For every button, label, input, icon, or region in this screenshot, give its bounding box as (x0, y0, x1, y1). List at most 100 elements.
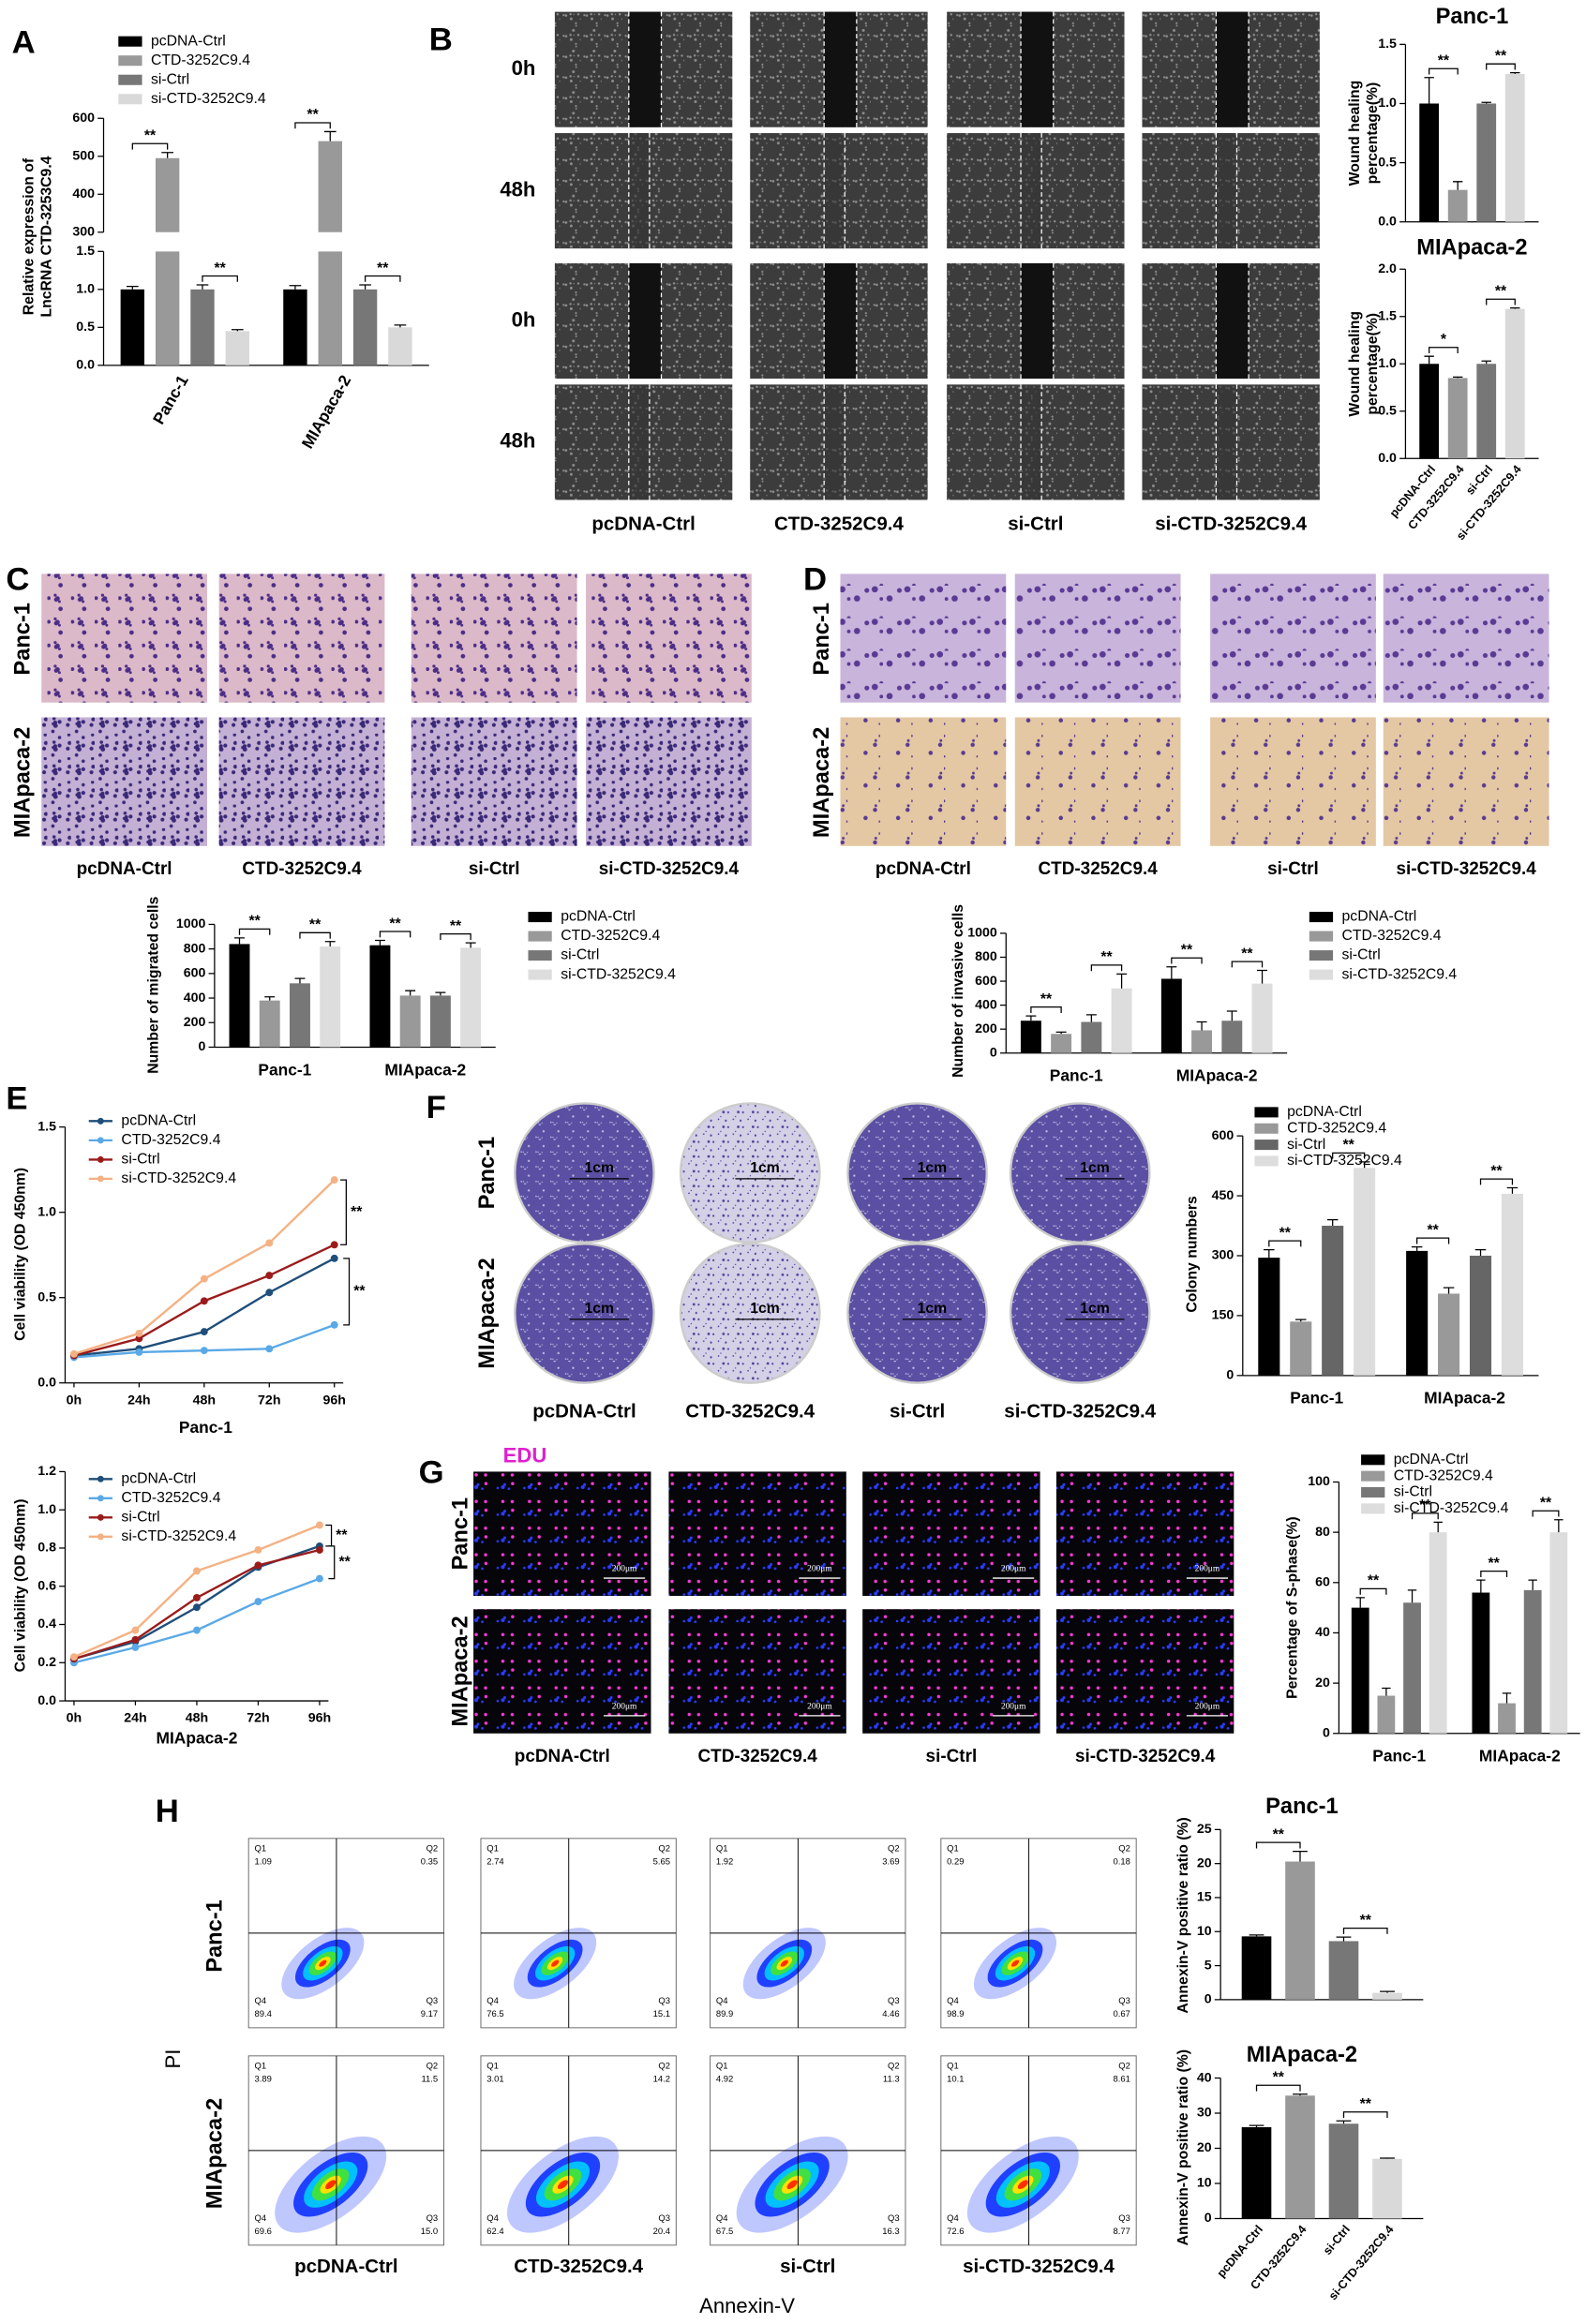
significance-bracket (1231, 961, 1264, 968)
chart-title: MIApaca-2 (1416, 235, 1527, 260)
quadrant-value: 4.92 (716, 2075, 733, 2085)
legend-label: pcDNA-Ctrl (121, 1470, 196, 1486)
error-bar (1452, 181, 1463, 190)
line (73, 1179, 336, 1355)
error-bar (1226, 1010, 1237, 1021)
quadrant-name: Q4 (716, 1996, 728, 2006)
column-label: si-Ctrl (1008, 514, 1063, 535)
quadrant-name: Q3 (1118, 1996, 1130, 2006)
row-label: MIApaca-2 (810, 727, 834, 838)
quadrant-value: 89.4 (254, 2009, 271, 2019)
y-tick-label: 600 (72, 111, 95, 126)
significance-label: ** (1273, 2070, 1285, 2086)
column-label: pcDNA-Ctrl (875, 859, 971, 879)
bar (1501, 1193, 1523, 1376)
y-tick-label: 1.0 (76, 282, 95, 297)
significance-bracket (328, 1545, 336, 1580)
wound-gap (824, 11, 857, 127)
scale-label: 200μm (807, 1565, 832, 1574)
quadrant-value: 20.4 (653, 2227, 670, 2237)
significance-label: ** (1360, 2096, 1372, 2112)
panel-letter: A (12, 25, 36, 61)
wound-gap (628, 384, 650, 500)
legend-swatch (118, 36, 142, 47)
error-bar (161, 152, 173, 158)
panel-letter: E (6, 1080, 27, 1116)
cell-image (218, 574, 385, 703)
legend-marker (97, 1475, 104, 1482)
y-tick-label: 60 (1315, 1575, 1330, 1590)
row-label: Panc-1 (11, 603, 36, 676)
bar (1258, 1258, 1280, 1376)
legend-marker (97, 1137, 104, 1144)
bar (155, 157, 180, 365)
y-tick-label: 150 (1212, 1308, 1234, 1323)
scale-label: 1cm (750, 1301, 780, 1317)
bar (1469, 1255, 1492, 1376)
bar (1241, 2127, 1272, 2219)
y-tick-label: 0.0 (76, 358, 95, 373)
y-tick-label: 800 (184, 941, 206, 956)
quadrant-name: Q1 (716, 2061, 728, 2071)
flow-density (557, 2180, 569, 2190)
point (135, 1329, 143, 1337)
y-tick-label: 0 (199, 1039, 206, 1054)
quadrant-name: Q1 (486, 2061, 499, 2071)
legend-swatch (528, 950, 552, 961)
error-bar (1481, 101, 1491, 104)
row-label: Panc-1 (449, 1497, 473, 1571)
column-label: si-Ctrl (1267, 859, 1319, 879)
x-tick-label: Panc-1 (149, 371, 192, 427)
error-bar (1257, 969, 1268, 984)
error-bar (1249, 1934, 1264, 1937)
y-tick-label: 500 (72, 149, 95, 164)
significance-bracket (1030, 1006, 1062, 1013)
point (265, 1289, 274, 1297)
quadrant-value: 69.6 (254, 2227, 271, 2237)
significance-label: ** (1100, 949, 1113, 965)
legend-label: si-CTD-3252C9.4 (561, 966, 676, 982)
cell-image (1014, 717, 1181, 846)
y-axis-label: Annexin-V positive ratio (%) (1175, 1817, 1191, 2013)
x-tick-label: 72h (258, 1393, 280, 1408)
error-bar (1476, 1579, 1486, 1593)
legend-swatch (118, 94, 142, 105)
column-label: CTD-3252C9.4 (514, 2256, 643, 2277)
quadrant-value: 1.09 (254, 1857, 271, 1868)
significance-bracket (1342, 1927, 1388, 1934)
bar (1081, 1021, 1102, 1053)
bar (1472, 1592, 1490, 1734)
bar (1160, 978, 1182, 1053)
edu-image (862, 1609, 1040, 1734)
legend-label: si-CTD-3252C9.4 (121, 1528, 236, 1544)
error-bar (234, 937, 245, 945)
bar (1438, 1293, 1460, 1376)
x-tick-label: 24h (127, 1393, 150, 1408)
scale-label: 1cm (1080, 1301, 1110, 1317)
quadrant-name: Q1 (947, 1843, 959, 1854)
legend-swatch (1309, 969, 1334, 980)
colony-dish (679, 1102, 821, 1244)
bar (1322, 1226, 1344, 1376)
scale-label: 1cm (918, 1301, 948, 1317)
bar (1285, 1861, 1315, 2000)
error-bar (1474, 1248, 1487, 1256)
error-bar (1382, 1687, 1391, 1696)
x-tick-label: Panc-1 (258, 1060, 311, 1079)
bar (1285, 2095, 1315, 2219)
column-label: CTD-3252C9.4 (774, 514, 904, 535)
quadrant-name: Q4 (254, 1996, 266, 2006)
x-tick-label: 0h (67, 1711, 82, 1726)
point (330, 1320, 338, 1329)
y-tick-label: 0.5 (1378, 155, 1397, 170)
significance-label: ** (351, 1204, 363, 1220)
quadrant-name: Q3 (426, 1996, 439, 2006)
column-label: si-Ctrl (780, 2256, 835, 2277)
error-bar (1196, 1020, 1207, 1031)
y-tick-label: 0 (1204, 1992, 1212, 2007)
error-bar (1380, 1990, 1395, 1993)
legend-label: pcDNA-Ctrl (121, 1113, 196, 1129)
y-tick-label: 0 (1204, 2211, 1212, 2226)
x-tick-label: 24h (124, 1711, 146, 1726)
